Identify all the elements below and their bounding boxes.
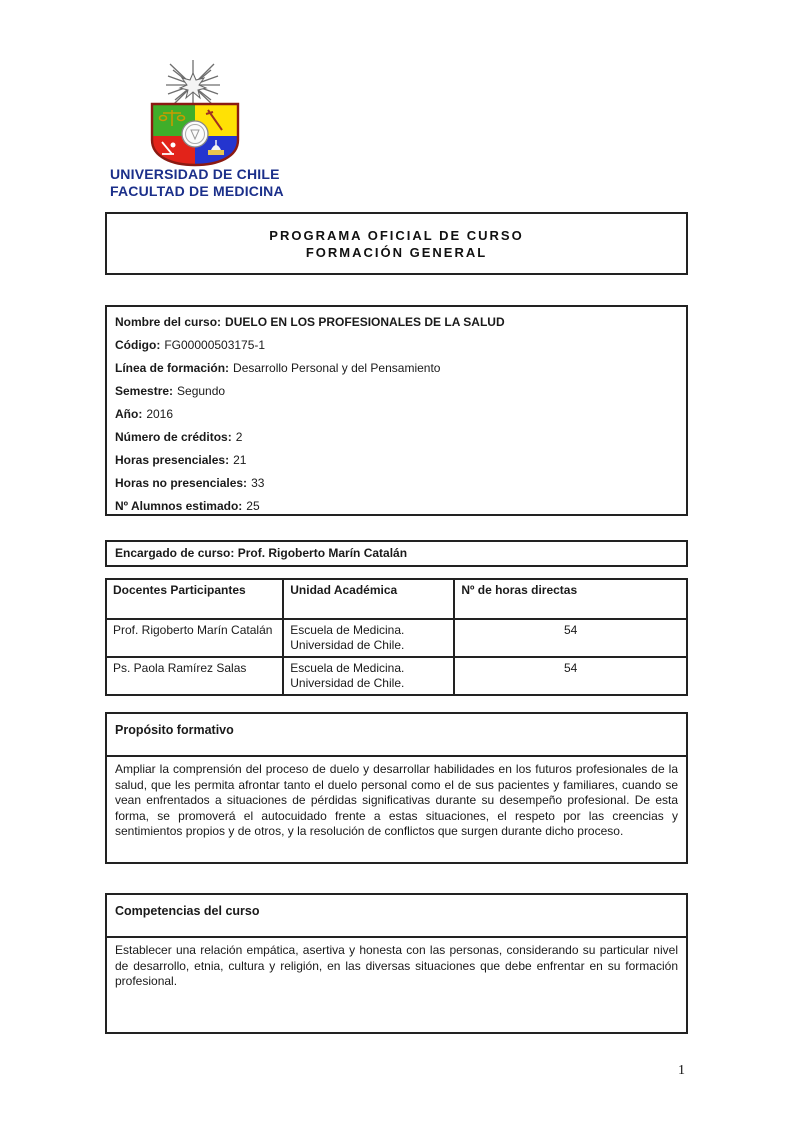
course-field-horas-presenciales: Horas presenciales: 21 — [107, 449, 686, 472]
field-label: Horas presenciales: — [115, 453, 230, 467]
field-label: Nº Alumnos estimado: — [115, 499, 243, 513]
field-label: Semestre: — [115, 384, 174, 398]
docente-name: Ps. Paola Ramírez Salas — [104, 656, 285, 696]
table-row: Prof. Rigoberto Marín Catalán Escuela de… — [104, 618, 688, 658]
field-value: Segundo — [177, 384, 226, 398]
quill-icon — [205, 109, 223, 131]
col-header-unidad: Unidad Académica — [282, 578, 456, 620]
course-field-codigo: Código: FG00000503175-1 — [107, 334, 686, 357]
proposito-title: Propósito formativo — [107, 714, 686, 757]
field-label: Año: — [115, 407, 143, 421]
field-label: Número de créditos: — [115, 430, 232, 444]
col-header-horas: Nº de horas directas — [453, 578, 688, 620]
field-value: 2 — [235, 430, 243, 444]
unidad-academica: Escuela de Medicina. Universidad de Chil… — [282, 618, 456, 658]
course-field-ano: Año: 2016 — [107, 403, 686, 426]
page-number: 1 — [678, 1063, 685, 1078]
star-icon — [178, 71, 208, 100]
field-value: 33 — [251, 476, 265, 490]
course-field-nombre: Nombre del curso: DUELO EN LOS PROFESIONA… — [107, 311, 686, 334]
docentes-table: Docentes Participantes Unidad Académica … — [104, 578, 688, 696]
unidad-line1: Escuela de Medicina. — [290, 623, 405, 637]
col-header-docentes: Docentes Participantes — [104, 578, 285, 620]
course-lead-text: Encargado de curso: Prof. Rigoberto Marí… — [115, 546, 408, 560]
competencias-body: Establecer una relación empática, aserti… — [115, 943, 678, 988]
course-field-linea: Línea de formación: Desarrollo Personal y… — [107, 357, 686, 380]
medallion-icon — [181, 120, 209, 148]
faculty-name: FACULTAD DE MEDICINA — [110, 183, 284, 199]
unidad-line2: Universidad de Chile. — [290, 676, 405, 690]
course-info-box: Nombre del curso: DUELO EN LOS PROFESIONA… — [105, 305, 688, 516]
university-name: UNIVERSIDAD DE CHILE — [110, 166, 280, 182]
document-title-line1: PROGRAMA OFICIAL DE CURSO — [269, 227, 524, 243]
course-field-semestre: Semestre: Segundo — [107, 380, 686, 403]
scales-icon — [158, 110, 186, 126]
horas-directas: 54 — [453, 618, 688, 658]
course-field-horas-no-presenciales: Horas no presenciales: 33 — [107, 472, 686, 495]
docentes-table-wrap: Docentes Participantes Unidad Académica … — [104, 578, 688, 696]
unidad-line1: Escuela de Medicina. — [290, 661, 405, 675]
document-title-line2: FORMACIÓN GENERAL — [305, 244, 488, 260]
field-value: Desarrollo Personal y del Pensamiento — [233, 361, 441, 375]
university-crest-logo — [150, 60, 240, 167]
table-row: Ps. Paola Ramírez Salas Escuela de Medic… — [104, 656, 688, 696]
proposito-body: Ampliar la comprensión del proceso de du… — [115, 762, 678, 838]
unidad-line2: Universidad de Chile. — [290, 638, 405, 652]
table-header-row: Docentes Participantes Unidad Académica … — [104, 578, 688, 620]
competencias-title: Competencias del curso — [107, 895, 686, 938]
monument-icon — [161, 141, 176, 155]
field-label: Línea de formación: — [115, 361, 230, 375]
horas-directas: 54 — [453, 656, 688, 696]
lamp-icon — [208, 140, 224, 155]
course-field-creditos: Número de créditos: 2 — [107, 426, 686, 449]
shield-outline — [150, 102, 240, 167]
field-label: Código: — [115, 338, 161, 352]
title-box: PROGRAMA OFICIAL DE CURSO FORMACIÓN GENE… — [105, 212, 688, 275]
field-value: 2016 — [146, 407, 174, 421]
unidad-academica: Escuela de Medicina. Universidad de Chil… — [282, 656, 456, 696]
field-value: 25 — [246, 499, 260, 513]
field-value: 21 — [233, 453, 247, 467]
course-field-alumnos: Nº Alumnos estimado: 25 — [107, 495, 686, 518]
field-value: FG00000503175-1 — [164, 338, 266, 352]
field-label: Nombre del curso: — [115, 315, 222, 329]
org-name-block: UNIVERSIDAD DE CHILE FACULTAD DE MEDICIN… — [110, 166, 284, 200]
competencias-section-box: Competencias del curso Establecer una re… — [105, 893, 688, 1034]
field-value: DUELO EN LOS PROFESIONALES DE LA SALUD — [225, 315, 505, 329]
course-lead-box: Encargado de curso: Prof. Rigoberto Marí… — [105, 540, 688, 567]
proposito-section-box: Propósito formativo Ampliar la comprensi… — [105, 712, 688, 864]
docente-name: Prof. Rigoberto Marín Catalán — [104, 618, 285, 658]
field-label: Horas no presenciales: — [115, 476, 248, 490]
